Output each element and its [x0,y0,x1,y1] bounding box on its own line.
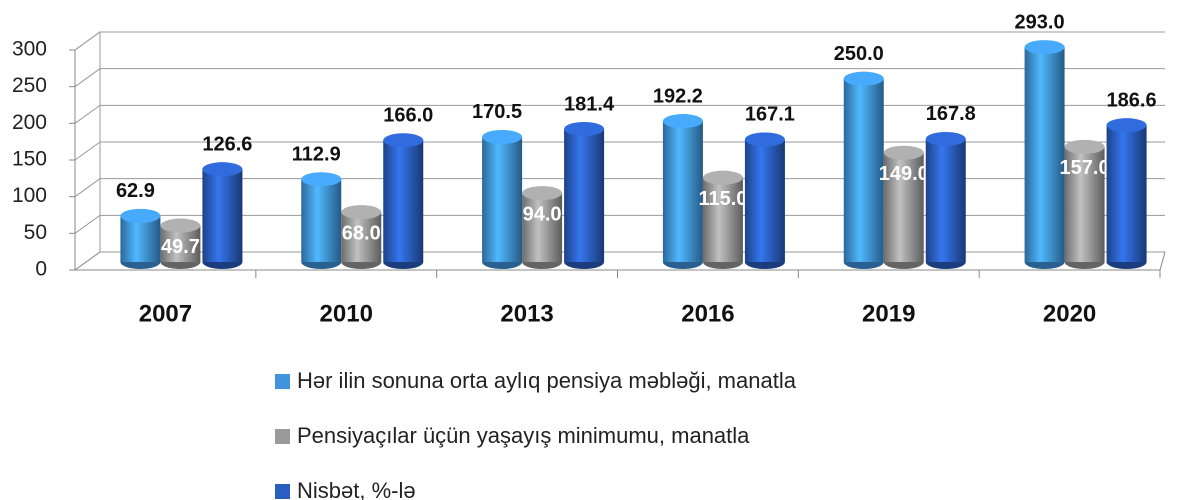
bar [383,140,424,262]
bar-top [482,129,523,144]
y-tick-label: 50 [24,221,47,244]
value-label: 167.1 [745,104,795,126]
bar-top [564,121,605,136]
bar-top [883,145,924,160]
bar-top [383,133,424,148]
bar [925,138,966,262]
grid-line [74,68,1165,88]
x-tick-label: 2010 [320,300,373,327]
legend-label: Pensiyaçılar üçün yaşayış minimumu, mana… [297,423,750,448]
bar-top [202,162,243,177]
legend-swatch [275,374,290,389]
bar [1024,47,1065,263]
legend-label: Nisbət, %-lə [297,478,416,500]
legend-label: Hər ilin sonuna orta aylıq pensiya məblə… [297,368,797,393]
bar-top [120,208,161,223]
value-label: 192.2 [653,85,703,107]
y-tick-label: 300 [12,38,47,61]
value-label: 94.0 [523,203,562,225]
value-label: 126.6 [202,133,252,155]
value-label: 68.0 [342,222,381,244]
bar-top [1064,139,1105,154]
x-tick-label: 2020 [1043,300,1096,327]
value-label: 62.9 [116,180,155,202]
bar [120,215,161,262]
bar [843,78,884,263]
value-label: 115.0 [698,188,747,210]
value-label: 149.0 [879,163,929,185]
grid-line [74,178,1165,198]
bar-top [925,131,966,146]
x-tick-label: 2016 [681,300,734,327]
value-label: 166.0 [383,105,433,127]
legend-swatch [275,484,290,499]
bar [662,121,703,262]
y-tick-label: 0 [35,258,47,281]
value-label: 112.9 [292,143,341,165]
y-tick-label: 250 [12,74,47,97]
bar [702,177,743,262]
value-label: 170.5 [472,101,522,123]
bar-top [662,114,703,129]
value-label: 250.0 [834,43,884,65]
bar [1106,125,1147,262]
bar [301,179,342,262]
bar-top [341,205,382,220]
bar [522,193,563,262]
bar [564,128,605,262]
x-tick-label: 2007 [139,300,192,327]
x-tick-label: 2013 [500,300,553,327]
bar-top [1024,40,1065,55]
y-tick-label: 150 [12,148,47,171]
x-tick-label: 2019 [862,300,915,327]
bar-top [1106,118,1147,133]
bar-top [301,172,342,187]
y-tick-label: 200 [12,111,47,134]
bar [1064,146,1105,262]
grid-line [74,214,1165,234]
bar [883,152,924,262]
bar-top [702,170,743,185]
bar [202,169,243,262]
grid-line [74,104,1165,124]
bar [744,139,785,262]
value-label: 186.6 [1107,89,1157,111]
bar-top [160,218,201,233]
y-tick-label: 100 [12,184,47,207]
grid-line [74,251,1165,271]
value-label: 181.4 [564,93,615,115]
bar [482,136,523,262]
bar-top [843,71,884,86]
value-label: 157.0 [1060,157,1110,179]
bar-top [744,132,785,147]
value-label: 293.0 [1015,11,1065,33]
bar [341,212,382,262]
grid-line [74,31,1165,51]
value-label: 49.7 [161,236,200,258]
value-label: 167.8 [926,103,976,125]
bar-top [522,186,563,201]
legend-swatch [275,429,290,444]
grid-line [74,141,1165,161]
